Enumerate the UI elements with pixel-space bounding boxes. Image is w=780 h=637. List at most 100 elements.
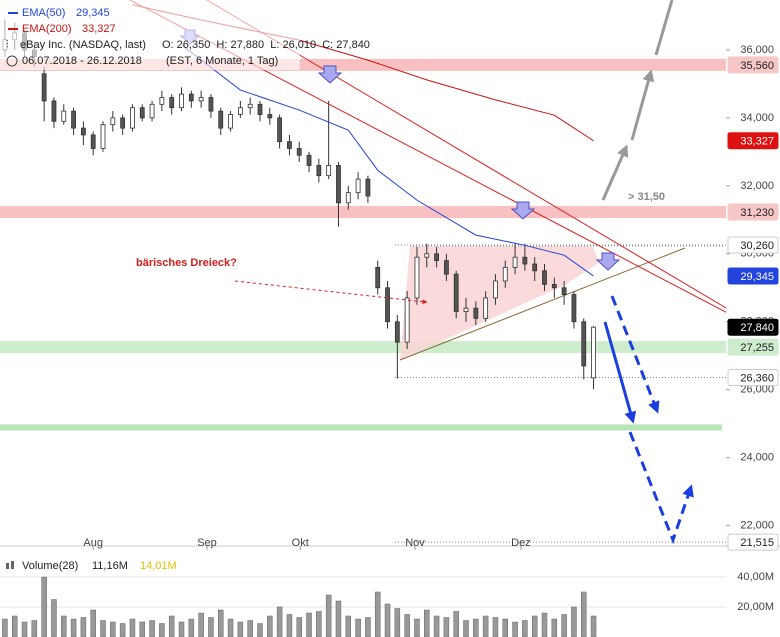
volume-bar: [237, 621, 244, 637]
candle-body: [179, 93, 184, 109]
volume-bar: [325, 594, 332, 637]
volume-bar: [227, 618, 234, 637]
candle-body: [316, 165, 322, 177]
volume-bar: [178, 621, 185, 637]
triangle-area: [400, 246, 600, 360]
volume-bar: [512, 621, 518, 637]
price-label-box: [727, 318, 779, 336]
candle-body: [473, 307, 479, 319]
volume-bar: [217, 609, 224, 637]
price-label: 29,345: [740, 271, 774, 283]
volume-bar: [463, 620, 469, 637]
candle-body: [483, 297, 489, 319]
volume-value: 11,16M: [92, 560, 128, 572]
volume-bar: [306, 612, 312, 637]
volume-bar: [316, 611, 322, 637]
volume-bar: [414, 618, 420, 637]
price-label-box: [727, 56, 779, 74]
volume-bar: [257, 623, 263, 637]
volume-bar: [502, 618, 509, 637]
volume-bar: [404, 614, 410, 637]
candle-body: [512, 256, 518, 268]
volume-bar: [522, 620, 528, 637]
volume-tick-label: 20,00M: [737, 601, 774, 613]
volume-bar: [100, 620, 106, 637]
x-tick-label: Aug: [83, 537, 103, 549]
candle-body: [237, 107, 243, 115]
candle-body: [267, 114, 273, 119]
volume-bar: [90, 609, 96, 637]
volume-bar: [335, 600, 342, 637]
volume-bar: [374, 591, 381, 637]
candle-body: [110, 117, 116, 126]
triangle-line: [399, 247, 686, 361]
candle-body: [522, 256, 528, 265]
volume-bar: [198, 612, 204, 637]
price-label: 30,260: [740, 240, 774, 252]
volume-bar: [482, 615, 489, 637]
volume-bar: [119, 623, 126, 637]
price-label-box: [727, 203, 779, 221]
level-band: [0, 341, 726, 354]
volume-bar: [590, 615, 597, 637]
volume-bar: [531, 615, 538, 637]
candle-body: [120, 117, 126, 129]
volume-bar: [80, 617, 87, 637]
volume-bar: [149, 620, 155, 637]
volume-bar: [276, 606, 283, 637]
candle-body: [306, 154, 312, 166]
volume-bar: [492, 617, 499, 637]
price-label-box: [727, 236, 779, 254]
candle-body: [208, 97, 214, 112]
candle-body: [355, 178, 361, 194]
volume-tick-label: 40,00M: [737, 571, 774, 583]
volume-bar: [355, 618, 361, 637]
candle-body: [404, 297, 410, 343]
candle-body: [453, 273, 459, 312]
candle-body: [247, 103, 253, 109]
svg-text:⫶: ⫶: [6, 40, 9, 51]
candle-body: [90, 134, 96, 149]
candle-body: [532, 263, 538, 272]
x-tick-label: Nov: [405, 537, 425, 549]
candle-body: [443, 260, 449, 275]
instrument: eBay Inc. (NASDAQ, last): [20, 39, 146, 51]
candle-body: [394, 321, 400, 343]
legend-label: EMA(200): [22, 23, 72, 35]
volume-bar: [394, 608, 401, 637]
volume-bar: [11, 615, 18, 637]
price-label: 26,360: [740, 372, 774, 384]
volume-bar: [188, 618, 195, 637]
candle-body: [287, 141, 292, 149]
candle-body: [591, 326, 596, 379]
volume-bar: [365, 617, 371, 637]
volume-bar: [541, 612, 548, 637]
volume-header: Volume(28) 11,16M 14,01M: [6, 560, 177, 572]
y-tick-label: 36,000: [740, 44, 774, 56]
volume-bar: [208, 617, 214, 637]
volume-bar: [424, 609, 430, 637]
candle-body: [424, 253, 430, 258]
ohlc: O: 26,350 H: 27,880 L: 26,010 C: 27,840: [162, 39, 370, 51]
legend-value: 29,345: [76, 7, 110, 19]
forecast-arrows: [601, 0, 694, 545]
candle-body: [502, 266, 508, 282]
candle-body: [571, 294, 577, 323]
y-tick-label: 26,000: [740, 384, 774, 396]
candle-body: [581, 321, 587, 367]
volume-bar: [571, 606, 577, 637]
candle-body: [149, 103, 155, 119]
y-tick-label: 32,000: [740, 180, 774, 192]
volume-bar: [61, 615, 67, 637]
y-tick-label: 22,000: [740, 520, 774, 532]
volume-value: 14,01M: [140, 560, 177, 572]
candle-body: [71, 110, 76, 129]
volume-bar: [345, 615, 352, 637]
volume-bar: [443, 617, 450, 637]
price-label-box: [727, 533, 779, 551]
candle-body: [130, 107, 135, 129]
period-info: (EST, 6 Monate, 1 Tag): [166, 55, 278, 67]
x-tick-label: Dez: [511, 537, 531, 549]
candle-body: [100, 124, 106, 149]
